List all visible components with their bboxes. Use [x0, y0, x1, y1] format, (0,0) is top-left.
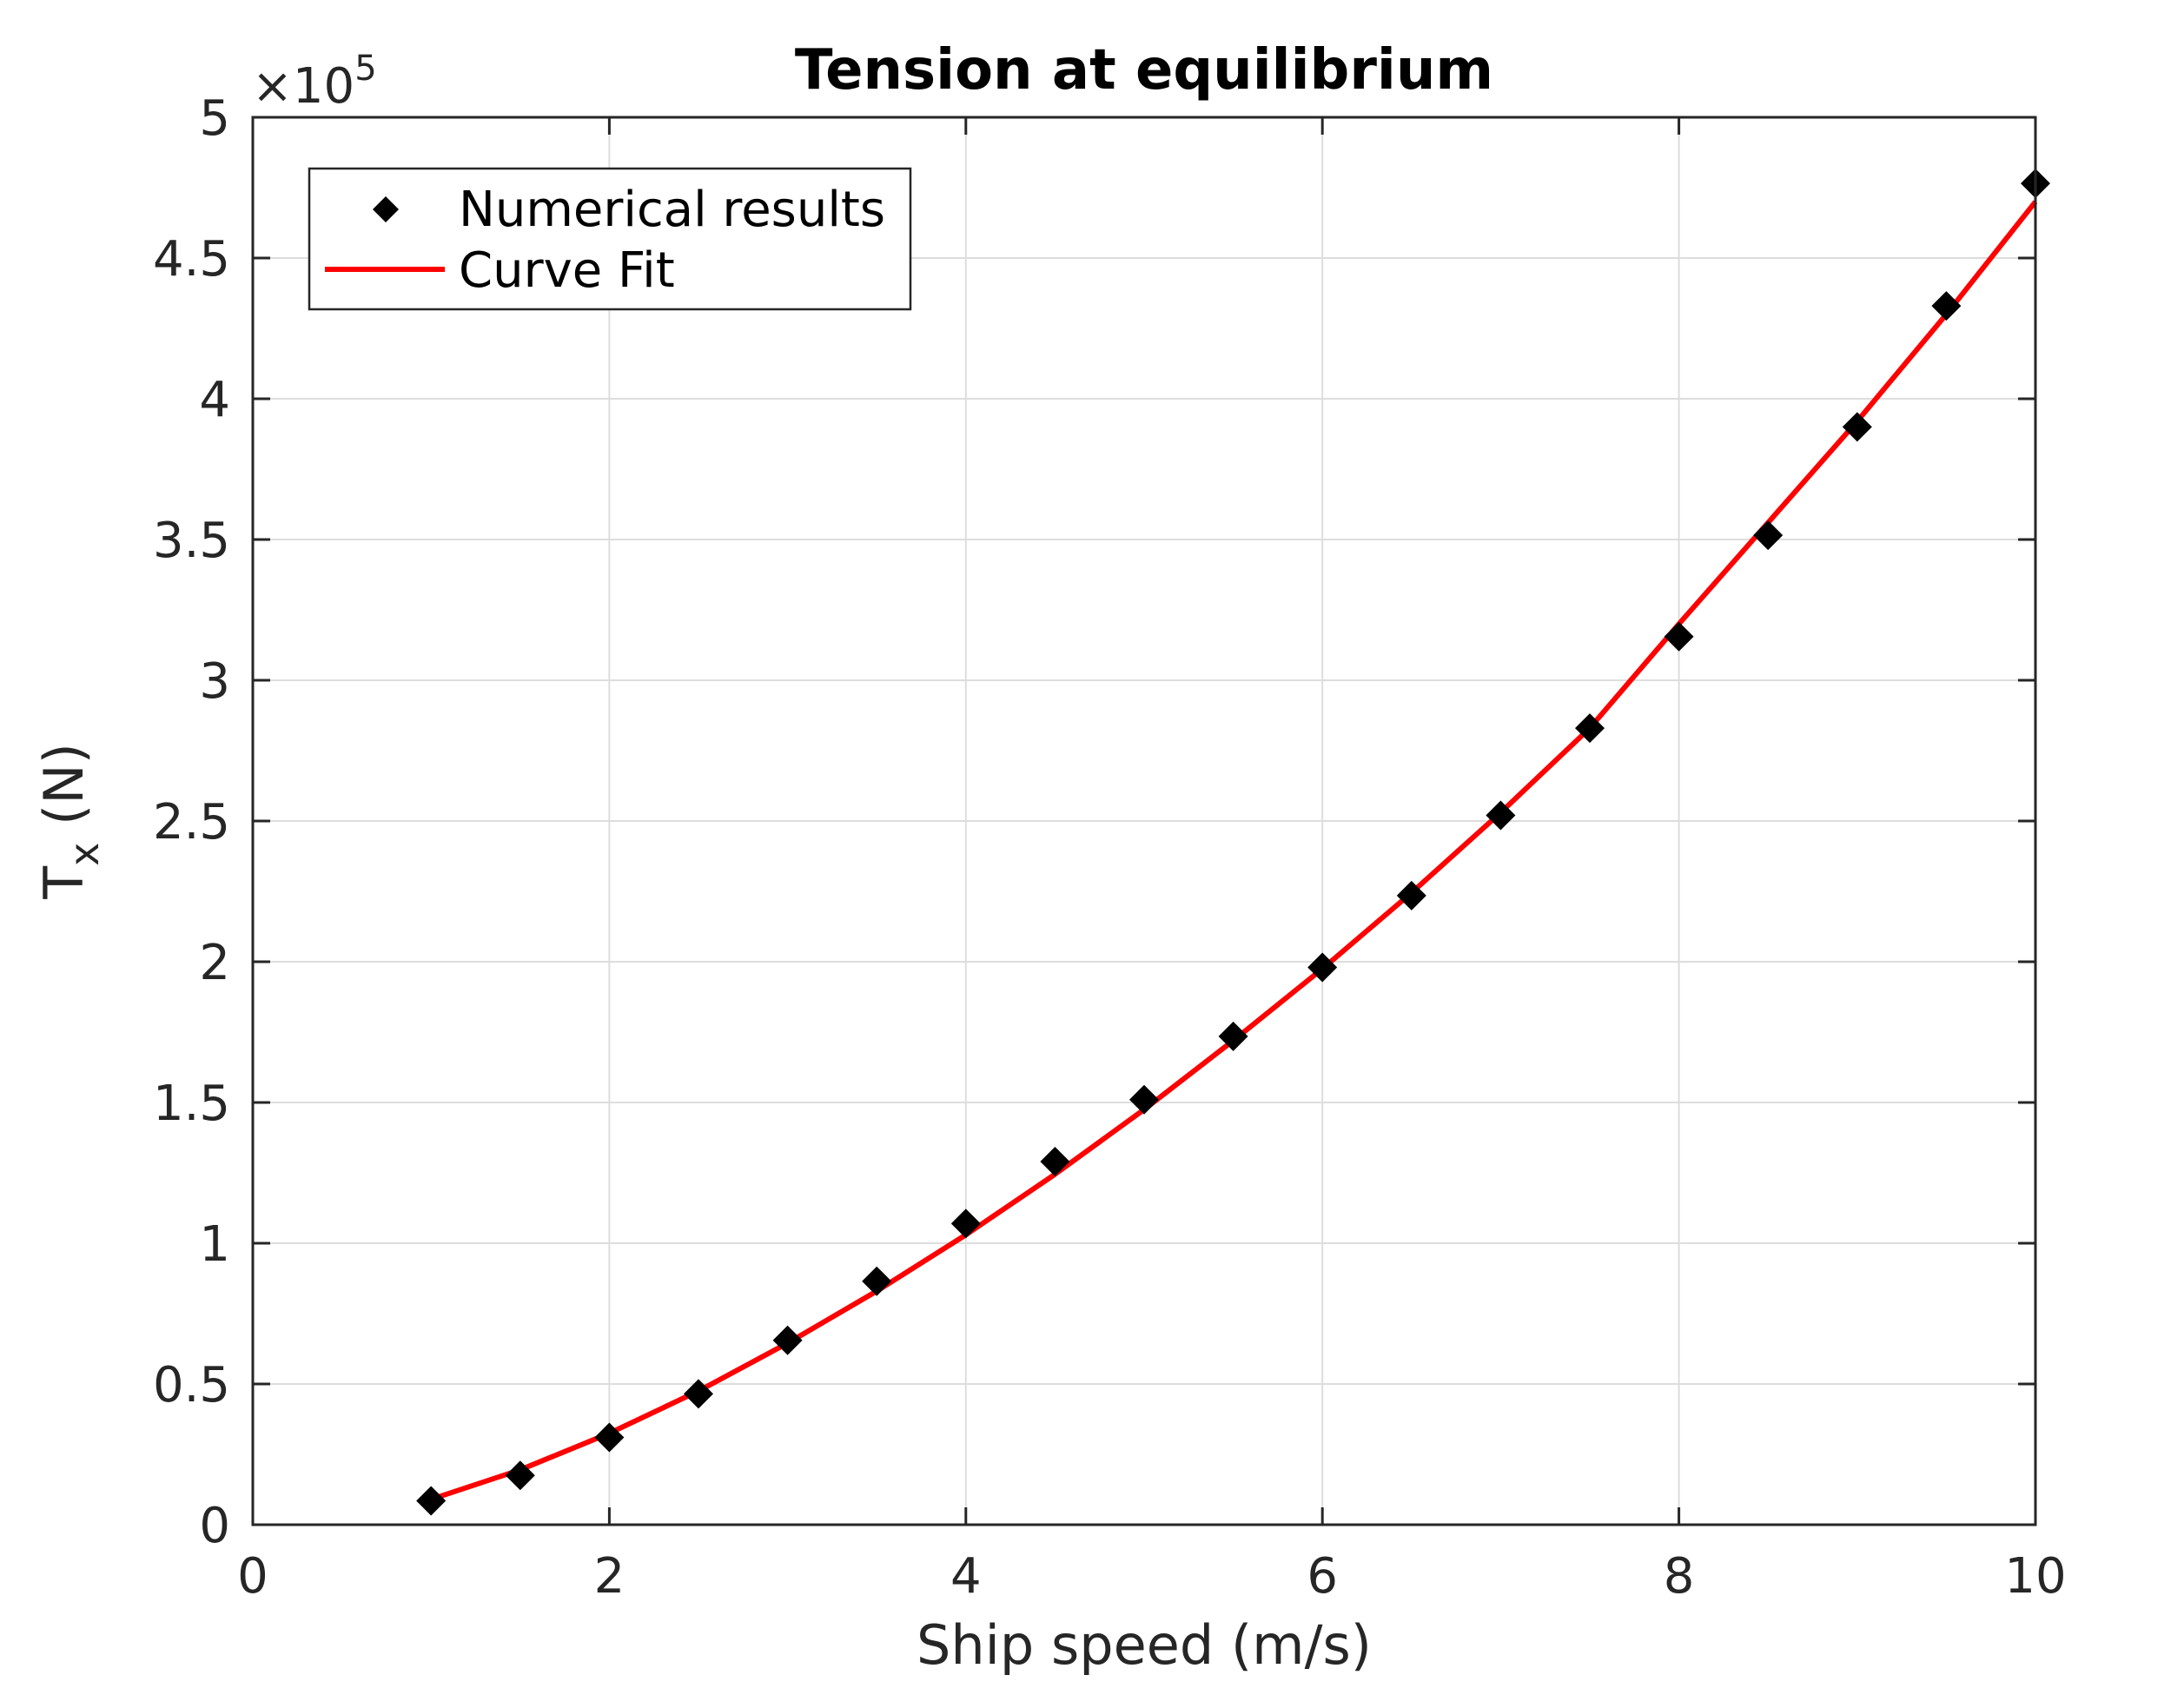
data-point-marker	[416, 1486, 447, 1516]
data-point-marker	[950, 1208, 981, 1239]
data-point-marker	[684, 1379, 713, 1409]
data-point-marker	[1842, 412, 1872, 442]
data-point-marker	[505, 1460, 535, 1491]
data-point-marker	[1218, 1021, 1248, 1051]
y-axis-label-subscript: x	[61, 843, 108, 866]
y-tick-label: 3.5	[153, 513, 230, 569]
chart-title: Tension at equilibrium	[795, 38, 1493, 103]
y-axis-ticks: 0 0.5 1 1.5 2 2.5 3 3.5 4 4.5 5	[153, 90, 2035, 1554]
y-tick-label: 3	[199, 653, 230, 710]
data-point-marker	[1664, 621, 1694, 652]
y-tick-label: 0.5	[153, 1357, 230, 1414]
y-axis-exponent: ×105	[252, 49, 377, 115]
legend: Numerical results Curve Fit	[308, 167, 912, 311]
y-tick-label: 2.5	[153, 794, 230, 851]
x-tick-label: 4	[950, 1548, 982, 1605]
data-point-marker	[1040, 1147, 1070, 1177]
markers-layer	[416, 169, 2050, 1516]
data-point-marker	[1486, 800, 1516, 831]
y-axis-label-main: T	[32, 865, 96, 900]
y-tick-label: 4.5	[153, 231, 230, 288]
y-tick-label: 4	[199, 372, 230, 428]
data-point-marker	[1575, 713, 1605, 744]
legend-label-curve-fit: Curve Fit	[459, 242, 675, 299]
data-point-marker	[772, 1325, 803, 1355]
legend-marker-numerical-results	[373, 196, 399, 222]
x-tick-label: 0	[237, 1548, 268, 1605]
data-point-marker	[862, 1266, 892, 1296]
y-tick-label: 0	[199, 1498, 230, 1554]
data-point-marker	[1753, 520, 1784, 551]
y-tick-label: 2	[199, 935, 230, 991]
y-axis-label-unit: (N)	[32, 743, 96, 842]
x-tick-label: 6	[1307, 1548, 1338, 1605]
x-tick-label: 8	[1664, 1548, 1695, 1605]
x-tick-label: 10	[2004, 1548, 2066, 1605]
x-tick-label: 2	[594, 1548, 625, 1605]
x-axis-ticks: 0 2 4 6 8 10	[237, 117, 2067, 1605]
y-axis-exponent-base: ×10	[252, 58, 354, 115]
y-axis-label: Tx (N)	[32, 743, 108, 900]
legend-box	[308, 167, 912, 311]
plot-area: 0 2 4 6 8 10 0 0.5 1 1.5 2 2.5 3 3.5 4 4.5 5	[153, 90, 2067, 1605]
legend-label-numerical-results: Numerical results	[459, 182, 885, 238]
data-point-marker	[1931, 291, 1962, 321]
y-tick-label: 1	[199, 1216, 230, 1273]
y-tick-label: 1.5	[153, 1076, 230, 1132]
y-tick-label: 5	[199, 90, 230, 147]
data-point-marker	[1396, 880, 1426, 910]
x-axis-label: Ship speed (m/s)	[917, 1613, 1372, 1677]
data-point-marker	[594, 1422, 625, 1453]
y-axis-exponent-power: 5	[354, 49, 376, 89]
data-point-marker	[1307, 952, 1338, 983]
data-point-marker	[1129, 1084, 1159, 1115]
